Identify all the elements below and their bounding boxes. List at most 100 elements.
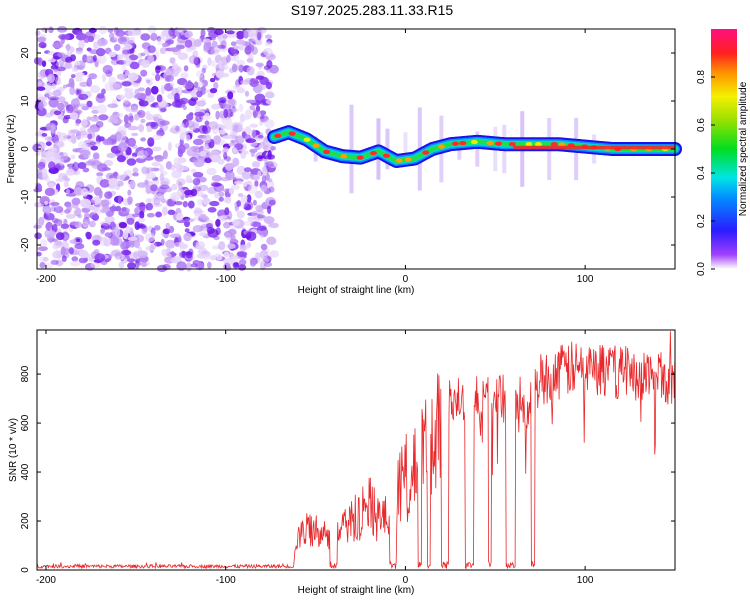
noise-blob (202, 145, 210, 154)
noise-blob (196, 190, 204, 197)
noise-blob (250, 150, 256, 158)
noise-blob (69, 221, 79, 226)
noise-blob (76, 135, 85, 140)
noise-blob (249, 123, 259, 128)
noise-blob (251, 129, 257, 139)
noise-blob (243, 30, 249, 39)
chart-title: S197.2025.283.11.33.R15 (291, 2, 454, 18)
noise-blob (143, 183, 151, 188)
noise-blob (117, 142, 128, 152)
noise-blob (45, 176, 51, 184)
noise-blob (179, 132, 186, 141)
noise-blob (47, 126, 52, 131)
noise-blob (58, 58, 64, 67)
noise-blob (81, 106, 89, 111)
noise-blob (206, 222, 214, 229)
noise-blob (145, 172, 156, 180)
noise-blob (57, 102, 65, 111)
noise-blob (236, 87, 246, 94)
noise-blob (70, 154, 76, 160)
noise-blob (145, 198, 152, 204)
noise-blob (52, 250, 63, 259)
noise-blob (127, 137, 136, 147)
snr-y-tick-label: 800 (20, 365, 31, 382)
noise-blob (207, 26, 216, 33)
noise-blob (131, 105, 139, 113)
noise-blob (263, 255, 273, 262)
noise-blob (88, 128, 99, 133)
noise-blob (113, 44, 121, 51)
noise-blob (254, 180, 259, 187)
noise-blob (35, 30, 41, 36)
noise-blob (126, 217, 135, 225)
spectral-streak (475, 131, 480, 167)
noise-blob (246, 58, 254, 63)
noise-blob (230, 41, 237, 47)
noise-blob (257, 170, 262, 178)
noise-blob (38, 70, 46, 80)
noise-blob (128, 54, 139, 61)
noise-blob (122, 230, 129, 240)
noise-blob (196, 81, 205, 87)
spectral-streak (349, 104, 354, 194)
noise-blob (177, 157, 187, 164)
noise-blob (45, 141, 52, 147)
noise-blob (226, 243, 236, 250)
noise-blob (224, 196, 232, 204)
noise-blob (121, 81, 132, 87)
noise-blob (135, 202, 146, 207)
noise-blob (171, 183, 178, 191)
ridge-hotspot (525, 142, 533, 147)
noise-blob (232, 219, 240, 227)
noise-blob (80, 198, 92, 208)
noise-blob (264, 119, 275, 129)
noise-blob (50, 124, 56, 134)
snr-y-tick-label: 400 (20, 463, 31, 480)
noise-blob (74, 72, 85, 78)
noise-blob (155, 118, 166, 127)
noise-blob (127, 189, 132, 196)
noise-blob (89, 105, 99, 110)
noise-blob (267, 149, 272, 160)
noise-blob (38, 216, 45, 226)
noise-blob (218, 129, 226, 135)
noise-blob (223, 221, 231, 229)
noise-blob (98, 25, 107, 35)
ridge-hotspot (486, 140, 494, 146)
noise-blob (236, 30, 245, 40)
noise-blob (33, 202, 42, 208)
noise-blob (233, 180, 243, 185)
noise-blob (182, 105, 187, 110)
noise-blob (147, 45, 156, 53)
noise-blob (170, 125, 182, 135)
spectrogram-y-tick-label: 20 (20, 47, 31, 59)
noise-blob (104, 191, 113, 199)
noise-blob (145, 113, 154, 121)
noise-blob (265, 99, 273, 105)
noise-blob (165, 239, 176, 249)
noise-blob (53, 140, 65, 148)
noise-blob (57, 96, 66, 103)
noise-blob (244, 200, 254, 211)
noise-blob (220, 215, 228, 219)
noise-blob (107, 73, 112, 78)
noise-blob (123, 57, 132, 66)
noise-blob (140, 52, 146, 57)
noise-blob (85, 160, 96, 166)
noise-blob (257, 214, 266, 219)
noise-blob (58, 86, 65, 92)
noise-blob (183, 65, 189, 72)
noise-blob (174, 201, 183, 206)
noise-blob (111, 204, 116, 213)
noise-blob (159, 127, 164, 134)
noise-blob (47, 147, 58, 152)
noise-blob (177, 144, 186, 154)
noise-blob (41, 60, 47, 67)
noise-blob (145, 167, 155, 173)
colorbar-tick-label: 0.8 (696, 70, 707, 84)
noise-blob (239, 113, 246, 123)
noise-blob (160, 85, 165, 95)
noise-blob (63, 181, 69, 188)
noise-blob (73, 103, 79, 111)
